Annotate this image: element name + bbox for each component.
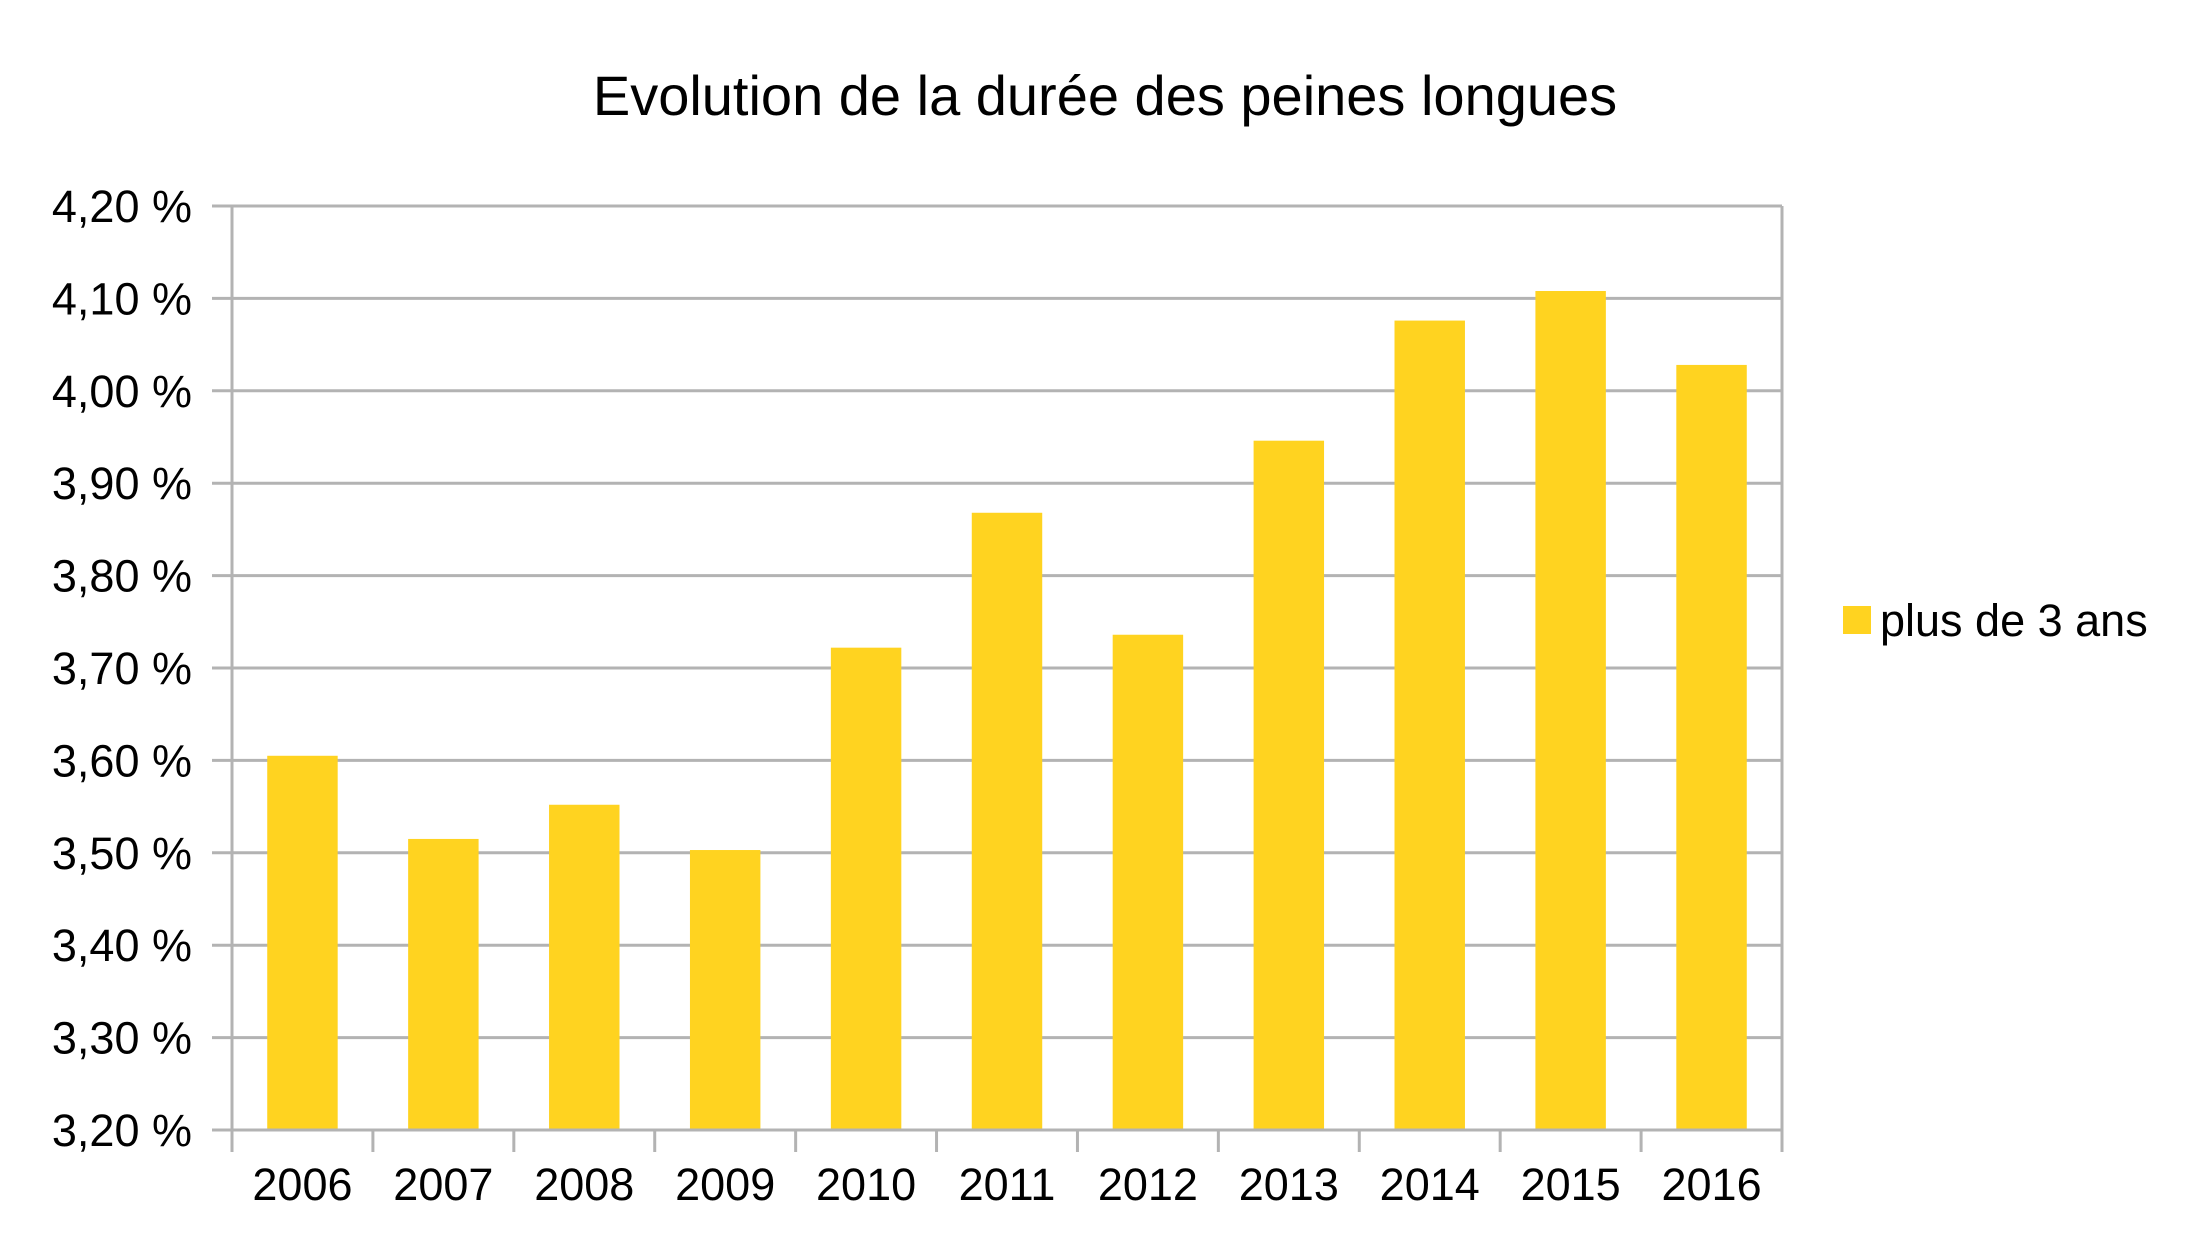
bar-2013 xyxy=(1253,440,1325,1130)
x-tick-label: 2012 xyxy=(1098,1159,1198,1210)
x-tick-label: 2007 xyxy=(393,1159,493,1210)
bar-2007 xyxy=(408,838,479,1130)
bar-2014 xyxy=(1394,320,1465,1130)
legend: plus de 3 ans xyxy=(1843,595,2148,646)
y-tick-label: 3,60 % xyxy=(52,735,192,786)
y-tick-label: 4,00 % xyxy=(52,366,192,417)
x-tick-label: 2015 xyxy=(1521,1159,1621,1210)
bar-2016 xyxy=(1676,364,1747,1131)
chart-title: Evolution de la durée des peines longues xyxy=(593,64,1617,127)
x-axis-tick-labels: 2006 2007 2008 2009 2010 2011 2012 2013 2014 2015… xyxy=(252,1159,1761,1210)
x-tick-label: 2016 xyxy=(1661,1159,1761,1210)
x-tick-label: 2009 xyxy=(675,1159,775,1210)
bar-2011 xyxy=(971,512,1043,1130)
x-tick-label: 2014 xyxy=(1380,1159,1480,1210)
y-tick-label: 3,40 % xyxy=(52,920,192,971)
bars xyxy=(267,291,1747,1131)
x-tick-label: 2011 xyxy=(959,1159,1056,1210)
bar-2009 xyxy=(689,850,761,1130)
legend-label-plus-de-3-ans: plus de 3 ans xyxy=(1880,595,2148,646)
y-tick-label: 3,70 % xyxy=(52,643,192,694)
y-tick-label: 3,30 % xyxy=(52,1013,192,1064)
x-tick-label: 2010 xyxy=(816,1159,916,1210)
legend-swatch-plus-de-3-ans xyxy=(1843,606,1871,634)
x-tick-label: 2008 xyxy=(534,1159,634,1210)
bar-2015 xyxy=(1535,291,1606,1130)
y-tick-label: 3,50 % xyxy=(52,828,192,879)
y-axis-tick-labels: 3,20 % 3,30 % 3,40 % 3,50 % 3,60 % 3,70 % 3,80… xyxy=(52,181,192,1156)
y-tick-label: 4,10 % xyxy=(52,273,192,324)
y-tick-label: 4,20 % xyxy=(52,181,192,232)
bar-2010 xyxy=(830,647,902,1130)
bar-2008 xyxy=(549,804,620,1130)
x-tick-label: 2006 xyxy=(252,1159,352,1210)
y-tick-label: 3,90 % xyxy=(52,458,192,509)
bar-2012 xyxy=(1112,634,1184,1130)
axes xyxy=(212,204,1784,1152)
y-tick-label: 3,80 % xyxy=(52,551,192,602)
x-tick-label: 2013 xyxy=(1239,1159,1339,1210)
y-tick-label: 3,20 % xyxy=(52,1105,192,1156)
bar-2006 xyxy=(267,755,338,1130)
